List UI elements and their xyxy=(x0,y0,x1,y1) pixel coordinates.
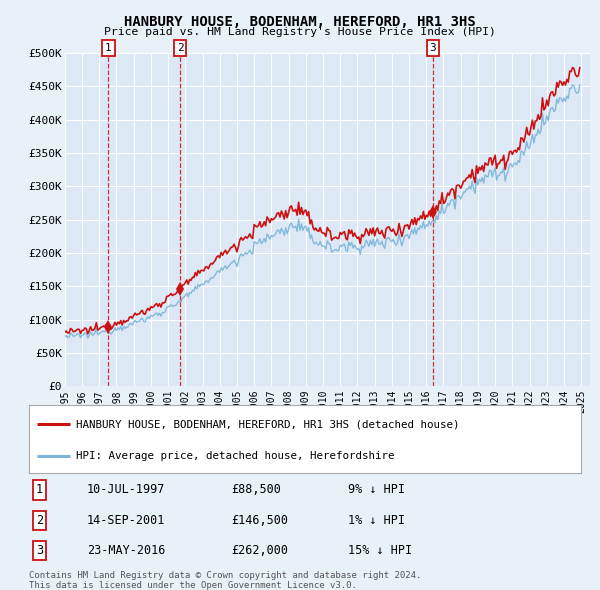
Text: 15% ↓ HPI: 15% ↓ HPI xyxy=(348,544,412,557)
Text: HANBURY HOUSE, BODENHAM, HEREFORD, HR1 3HS: HANBURY HOUSE, BODENHAM, HEREFORD, HR1 3… xyxy=(124,15,476,30)
Text: 1: 1 xyxy=(105,43,112,53)
Text: 1% ↓ HPI: 1% ↓ HPI xyxy=(348,514,405,527)
Text: £88,500: £88,500 xyxy=(231,483,281,496)
Text: 3: 3 xyxy=(36,544,43,557)
Text: £262,000: £262,000 xyxy=(231,544,288,557)
Text: 9% ↓ HPI: 9% ↓ HPI xyxy=(348,483,405,496)
Text: Price paid vs. HM Land Registry's House Price Index (HPI): Price paid vs. HM Land Registry's House … xyxy=(104,27,496,37)
Text: Contains HM Land Registry data © Crown copyright and database right 2024.: Contains HM Land Registry data © Crown c… xyxy=(29,571,421,579)
Text: This data is licensed under the Open Government Licence v3.0.: This data is licensed under the Open Gov… xyxy=(29,581,356,590)
Text: 14-SEP-2001: 14-SEP-2001 xyxy=(87,514,166,527)
Text: 3: 3 xyxy=(430,43,436,53)
Text: 23-MAY-2016: 23-MAY-2016 xyxy=(87,544,166,557)
Text: HANBURY HOUSE, BODENHAM, HEREFORD, HR1 3HS (detached house): HANBURY HOUSE, BODENHAM, HEREFORD, HR1 3… xyxy=(76,419,459,430)
Text: £146,500: £146,500 xyxy=(231,514,288,527)
Text: 1: 1 xyxy=(36,483,43,496)
Text: 2: 2 xyxy=(177,43,184,53)
Text: 2: 2 xyxy=(36,514,43,527)
Text: HPI: Average price, detached house, Herefordshire: HPI: Average price, detached house, Here… xyxy=(76,451,394,461)
Text: 10-JUL-1997: 10-JUL-1997 xyxy=(87,483,166,496)
